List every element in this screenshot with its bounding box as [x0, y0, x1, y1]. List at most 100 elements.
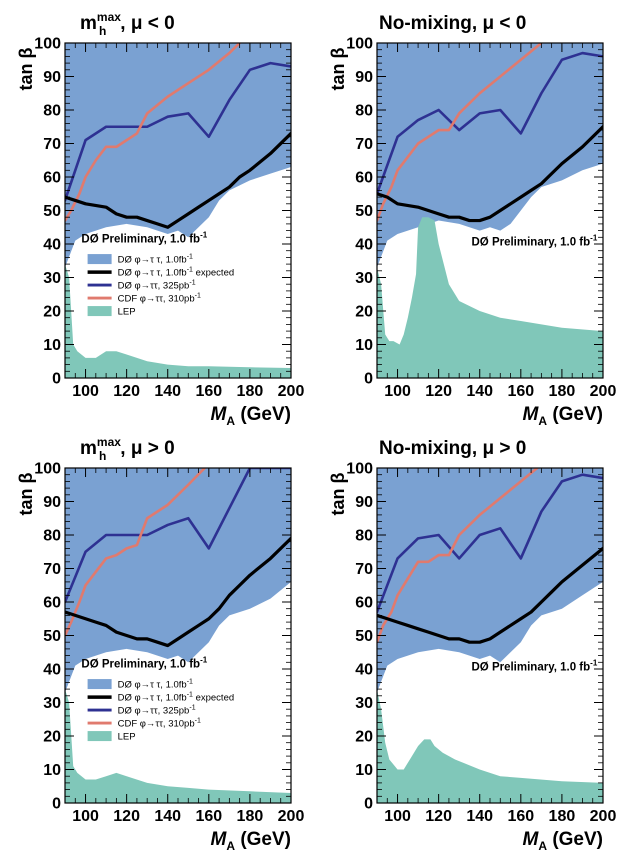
x-tick-label: 160	[507, 808, 534, 825]
x-tick-label: 100	[384, 808, 411, 825]
x-tick-label: 180	[237, 383, 264, 400]
title-sup: max	[97, 10, 121, 24]
x-tick-label: 160	[195, 383, 222, 400]
d0-325pb-line	[377, 473, 603, 614]
legend-label-sup: -1	[187, 267, 193, 274]
legend-label-sup: -1	[187, 254, 193, 261]
legend-label: DØ φ→ττ, 325pb-1	[118, 705, 196, 717]
x-axis-label-main: M	[523, 404, 540, 425]
x-tick-label: 100	[384, 383, 411, 400]
y-axis-label: tan β	[16, 472, 36, 515]
x-axis-label-main: M	[211, 404, 228, 425]
preliminary-annotation: DØ Preliminary, 1.0 fb-1	[81, 230, 207, 245]
annotation-main: DØ Preliminary, 1.0 fb	[472, 237, 591, 249]
y-tick-label: 0	[52, 371, 61, 388]
annotation-main: DØ Preliminary, 1.0 fb	[81, 233, 200, 245]
y-tick-label: 70	[43, 136, 61, 153]
y-tick-label: 70	[43, 561, 61, 578]
x-axis-label-main: M	[211, 829, 228, 850]
y-tick-label: 50	[43, 203, 61, 220]
x-tick-label: 120	[113, 808, 140, 825]
y-tick-label: 50	[355, 628, 373, 645]
observed-exclusion-area	[65, 43, 291, 268]
legend-label-main: DØ φ→τ τ, 1.0fb	[118, 255, 187, 266]
x-tick-label: 200	[278, 383, 305, 400]
y-tick-label: 40	[355, 662, 373, 679]
observed-exclusion-area	[377, 468, 603, 693]
legend-label-main: CDF φ→ττ, 310pb	[118, 719, 195, 730]
legend-label-sup: -1	[195, 293, 201, 300]
y-tick-label: 20	[43, 729, 61, 746]
legend-swatch	[87, 254, 112, 265]
lep-exclusion-area	[377, 217, 603, 378]
y-tick-label: 30	[43, 270, 61, 287]
panel-title: No-mixing, μ < 0	[379, 13, 526, 34]
annotation-sup: -1	[590, 234, 598, 243]
x-tick-label: 120	[425, 808, 452, 825]
legend-label-sup: -1	[187, 679, 193, 686]
panel-4: 0 10 20 30 40 50 60 70 80 90 100 100 120 140 160 180 200…	[328, 438, 616, 851]
x-tick-label: 180	[549, 383, 576, 400]
x-tick-label: 200	[590, 383, 617, 400]
legend-item: DØ φ→ττ, 325pb-1	[87, 280, 196, 292]
legend-label-sup: -1	[189, 280, 195, 287]
expected-limit-line	[377, 125, 603, 223]
y-tick-label: 20	[43, 304, 61, 321]
y-tick-label: 60	[355, 595, 373, 612]
legend-swatch	[87, 306, 112, 317]
legend-label: DØ φ→τ τ, 1.0fb-1	[118, 679, 193, 691]
legend-label-main: CDF φ→ττ, 310pb	[118, 294, 195, 305]
y-tick-label: 100	[34, 461, 61, 478]
x-tick-label: 200	[590, 808, 617, 825]
x-axis-label: MA (GeV)	[211, 829, 291, 851]
legend-label: DØ φ→τ τ, 1.0fb-1 expected	[118, 267, 235, 279]
legend-label-tail: expected	[193, 268, 234, 279]
cdf-line	[377, 468, 539, 644]
x-tick-label: 140	[154, 383, 181, 400]
legend-item: DØ φ→ττ, 325pb-1	[87, 705, 196, 717]
y-tick-label: 30	[355, 695, 373, 712]
legend-label-main: DØ φ→τ τ, 1.0fb	[118, 693, 187, 704]
y-tick-label: 60	[43, 170, 61, 187]
title-rest: , μ > 0	[120, 438, 174, 459]
lep-exclusion-area	[65, 264, 291, 378]
annotation-main: DØ Preliminary, 1.0 fb	[472, 662, 591, 674]
y-tick-label: 20	[355, 304, 373, 321]
panel-1: 0 10 20 30 40 50 60 70 80 90 100 100 120 140 160 180 200…	[16, 10, 304, 428]
x-axis-label: MA (GeV)	[523, 829, 603, 851]
legend-label-sup: -1	[195, 718, 201, 725]
panel-3: 0 10 20 30 40 50 60 70 80 90 100 100 120 140 160 180 200…	[16, 435, 304, 851]
x-axis-label-unit: (GeV)	[547, 829, 603, 850]
x-tick-label: 160	[507, 383, 534, 400]
annotation-sup: -1	[590, 659, 598, 668]
x-tick-label: 120	[425, 383, 452, 400]
y-tick-label: 10	[43, 762, 61, 779]
legend-label: CDF φ→ττ, 310pb-1	[118, 718, 201, 730]
x-axis-label-sub: A	[538, 414, 547, 428]
x-tick-label: 100	[72, 383, 99, 400]
y-tick-label: 100	[34, 36, 61, 53]
panel-2: 0 10 20 30 40 50 60 70 80 90 100 100 120 140 160 180 200…	[328, 13, 616, 428]
preliminary-annotation: DØ Preliminary, 1.0 fb-1	[472, 659, 598, 674]
x-axis-label: MA (GeV)	[211, 404, 291, 428]
cdf-line	[377, 43, 543, 222]
legend-swatch	[87, 679, 112, 690]
legend-label: DØ φ→ττ, 325pb-1	[118, 280, 196, 292]
legend-item: DØ φ→τ τ, 1.0fb-1 expected	[87, 692, 234, 704]
x-tick-label: 160	[195, 808, 222, 825]
legend-swatch	[87, 731, 112, 742]
lep-exclusion-area	[377, 689, 603, 803]
x-axis-label-main: M	[523, 829, 540, 850]
legend-label: CDF φ→ττ, 310pb-1	[118, 293, 201, 305]
x-axis-label: MA (GeV)	[523, 404, 603, 428]
y-axis-label: tan β	[16, 47, 36, 90]
y-tick-label: 10	[355, 762, 373, 779]
expected-limit-line	[65, 536, 291, 648]
preliminary-annotation: DØ Preliminary, 1.0 fb-1	[472, 234, 598, 249]
y-tick-label: 60	[43, 595, 61, 612]
x-tick-label: 200	[278, 808, 305, 825]
y-tick-label: 100	[346, 36, 373, 53]
y-tick-label: 40	[355, 237, 373, 254]
y-tick-label: 0	[52, 796, 61, 813]
y-tick-label: 90	[43, 494, 61, 511]
